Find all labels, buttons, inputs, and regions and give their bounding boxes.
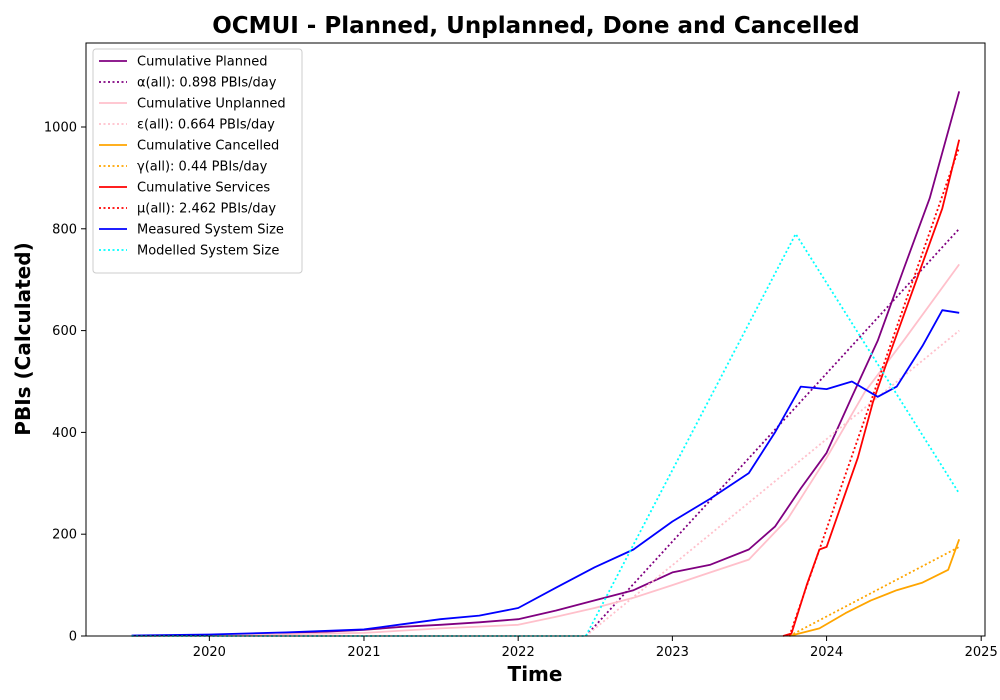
legend-label: Cumulative Services <box>137 181 270 196</box>
series-line-all-0-664-pbis-day <box>585 329 960 637</box>
legend-box <box>92 48 303 274</box>
series-line-all-0-44-pbis-day <box>788 546 960 637</box>
x-tick-label: 2022 <box>502 645 535 660</box>
series-line-cumulative-unplanned <box>131 263 960 637</box>
legend-label: α(all): 0.898 PBIs/day <box>137 76 277 91</box>
y-axis-label: PBIs (Calculated) <box>11 242 35 435</box>
series-line-measured-system-size <box>131 309 960 637</box>
x-axis-label: Time <box>508 662 563 686</box>
legend-label: Modelled System Size <box>137 244 279 259</box>
y-tick-label: 200 <box>52 528 77 543</box>
series-line-cumulative-cancelled <box>789 538 961 637</box>
series-line-all-2-462-pbis-day <box>788 147 961 637</box>
chart-title: OCMUI - Planned, Unplanned, Done and Can… <box>212 13 859 39</box>
y-tick-label: 600 <box>52 324 77 339</box>
x-tick-label: 2020 <box>193 645 226 660</box>
y-tick-label: 400 <box>52 426 77 441</box>
x-tick-label: 2024 <box>810 645 843 660</box>
legend-label: Cumulative Unplanned <box>137 97 286 112</box>
x-tick-label: 2025 <box>965 645 998 660</box>
legend-label: ε(all): 0.664 PBIs/day <box>137 118 275 133</box>
series-line-modelled-system-size <box>131 233 960 637</box>
x-tick-label: 2023 <box>656 645 689 660</box>
y-tick-label: 0 <box>69 630 77 645</box>
series-line-all-0-898-pbis-day <box>585 228 960 637</box>
y-tick-label: 1000 <box>44 120 77 135</box>
legend-label: Cumulative Cancelled <box>137 139 279 154</box>
series-layer <box>131 91 961 637</box>
legend: Cumulative Planned α(all): 0.898 PBIs/day… <box>92 48 303 274</box>
y-tick-label: 800 <box>52 222 77 237</box>
plot-area-frame <box>85 42 986 637</box>
legend-label: Measured System Size <box>137 223 284 238</box>
x-tick-label: 2021 <box>347 645 380 660</box>
legend-label: Cumulative Planned <box>137 55 267 70</box>
ticks-layer: 2020 2021 2022 2023 2024 2025 0 200 400 600 800 100… <box>44 120 998 660</box>
legend-label: μ(all): 2.462 PBIs/day <box>137 202 276 217</box>
legend-label: γ(all): 0.44 PBIs/day <box>137 160 268 175</box>
